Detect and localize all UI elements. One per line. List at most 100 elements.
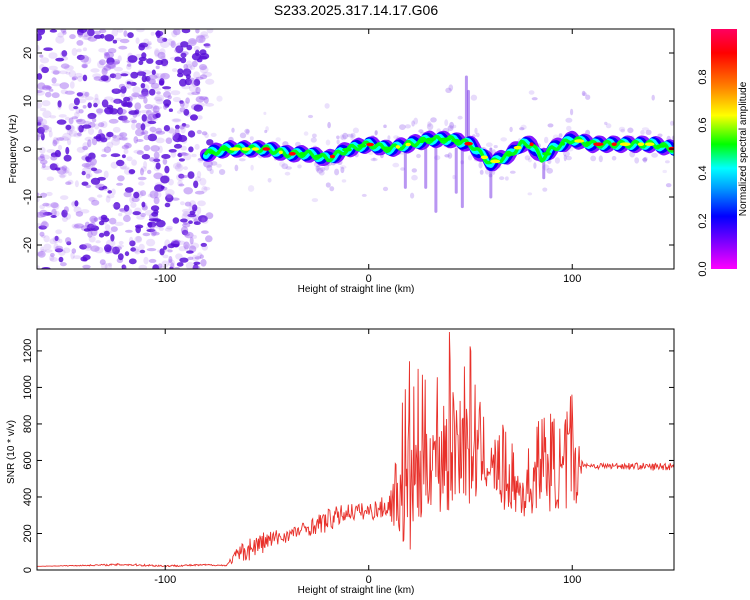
spectrogram-faint-point — [275, 137, 281, 142]
spectrogram-noise-blob — [96, 108, 103, 116]
spectrogram-faint-point — [347, 133, 354, 138]
spectrogram-noise-blob — [194, 256, 202, 260]
spectrogram-noise-blob — [114, 221, 124, 226]
spectrogram-noise-blob — [150, 145, 160, 152]
spectrogram-noise-blob — [62, 169, 69, 175]
spectrogram-faint-point — [671, 135, 674, 141]
spectrogram-noise-blob — [37, 102, 43, 109]
spectrogram-hotspot — [342, 147, 352, 152]
spectrogram-noise-blob — [98, 232, 105, 238]
spectrogram-noise-blob — [59, 136, 69, 142]
spectrogram-noise-blob — [178, 183, 185, 187]
spectrogram-noise-blob — [143, 256, 149, 265]
spectrogram-noise-blob — [137, 176, 147, 181]
spectrogram-hotspot — [593, 142, 604, 146]
spectrogram-noise-blob — [54, 167, 61, 171]
spectrogram-noise-blob — [84, 136, 93, 142]
spectrogram-noise-blob — [59, 174, 66, 179]
spectrogram-noise-blob — [204, 133, 209, 139]
spectrogram-noise-blob — [101, 99, 109, 108]
colorbar: 0.0 0.2 0.4 0.6 0.8 Normalized spectral ampl… — [697, 29, 749, 277]
spectrogram-faint-point — [339, 134, 345, 140]
spectrogram-noise-blob — [162, 254, 169, 259]
spectrogram-faint-point — [374, 130, 378, 136]
spectrogram-faint-point — [478, 161, 483, 169]
spectrogram-noise-blob — [65, 71, 71, 75]
spectrogram-noise-blob — [138, 56, 147, 62]
spectrogram-noise-blob — [138, 181, 145, 186]
spectrogram-noise-blob — [65, 124, 72, 131]
spectrogram-noise-blob — [169, 266, 174, 269]
spectrogram-noise-blob — [196, 170, 202, 179]
spectrogram-noise-blob — [152, 106, 162, 110]
spectrogram-noise-blob — [155, 162, 161, 170]
spectrogram-faint-point — [547, 123, 554, 128]
spectrogram-noise-blob — [55, 35, 65, 44]
spectrogram-hotspot — [299, 152, 306, 156]
spectrogram-noise-blob — [87, 197, 97, 202]
colorbar-gradient — [711, 29, 737, 269]
spectrogram-noise-blob — [176, 262, 184, 267]
spectrogram-noise-blob — [87, 112, 97, 120]
spectrogram-faint-point — [519, 127, 525, 131]
spectrogram-noise-blob — [82, 145, 88, 151]
spectrogram-faint-point — [430, 117, 437, 123]
spectrogram-noise-blob — [85, 96, 94, 101]
spectrogram-faint-point — [662, 169, 667, 174]
spectrogram-noise-blob — [104, 262, 112, 269]
spectrogram-hotspot — [366, 142, 374, 147]
spectrogram-noise-blob — [90, 225, 100, 231]
spectrogram-noise-blob — [78, 109, 84, 114]
spectrogram-faint-point — [546, 167, 553, 174]
spectrogram-noise-blob — [191, 254, 200, 262]
spectrogram-noise-blob — [74, 72, 83, 78]
spectrogram-noise-blob — [126, 64, 132, 70]
spectrogram-faint-point — [520, 124, 527, 130]
spectrogram-noise-blob — [80, 55, 89, 63]
spectrogram-noise-blob — [196, 115, 203, 120]
spectrogram-noise-blob — [150, 82, 160, 89]
spectrogram-noise-blob — [160, 58, 169, 67]
spectrogram-noise-blob — [108, 48, 117, 54]
spectrogram-noise-blob — [37, 44, 40, 52]
spectrogram-noise-blob — [148, 74, 158, 80]
spectrogram-noise-blob — [147, 194, 153, 198]
spectrogram-noise-blob — [41, 163, 46, 169]
spectrogram-noise-blob — [136, 150, 144, 155]
spectrogram-noise-blob — [46, 176, 55, 182]
spectrogram-noise-blob — [102, 99, 109, 107]
spectrogram-noise-blob — [57, 144, 63, 151]
spectrogram-noise-blob — [67, 138, 72, 146]
spectrogram-noise-blob — [177, 152, 183, 158]
spectrogram-noise-blob — [41, 165, 51, 170]
spectrogram-noise-blob — [203, 96, 209, 104]
spectrogram-noise-blob — [55, 57, 65, 62]
spectrogram-noise-blob — [91, 137, 98, 146]
spectrogram-hotspot — [208, 150, 216, 155]
spectrogram-noise-blob — [68, 70, 77, 78]
spectrogram-faint-point — [581, 90, 586, 96]
spectrogram-noise-blob — [195, 35, 206, 44]
spectrogram-noise-blob — [68, 171, 72, 176]
spectrogram-noise-blob — [134, 102, 142, 110]
spectrogram-noise-blob — [71, 223, 79, 229]
spectrogram-noise-blob — [103, 51, 110, 56]
spectrogram-noise-blob — [58, 249, 66, 256]
spectrogram-noise-blob — [154, 156, 159, 162]
spectrogram-noise-blob — [143, 38, 150, 44]
spectrogram-noise-blob — [94, 246, 104, 254]
spectrogram-noise-blob — [45, 203, 52, 208]
spectrogram-faint-point — [444, 154, 450, 158]
spectrogram-noise-blob — [192, 216, 201, 222]
spectrogram-noise-blob — [116, 159, 125, 167]
spectrogram-noise-blob — [135, 235, 142, 242]
spectrogram-noise-blob — [151, 231, 160, 236]
spectrogram-noise-blob — [201, 218, 209, 224]
spectrogram-noise-blob — [182, 211, 190, 217]
spectrogram-faint-point — [312, 133, 317, 138]
spectrogram-noise-blob — [177, 180, 183, 187]
spectrogram-noise-blob — [172, 96, 181, 103]
spectrogram-faint-point — [265, 126, 269, 132]
spectrogram-faint-point — [634, 157, 640, 164]
